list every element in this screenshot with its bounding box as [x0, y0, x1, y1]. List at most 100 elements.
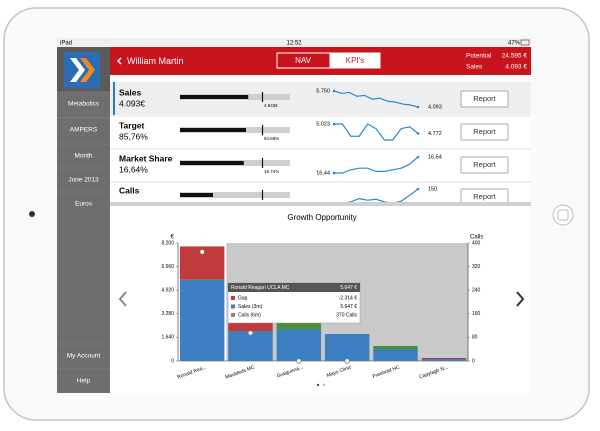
prev-arrow[interactable]: [118, 291, 127, 307]
chart-title: Growth Opportunity: [287, 213, 356, 222]
sidebar-item[interactable]: Metabolics: [68, 101, 100, 108]
kpi-label: Target: [119, 120, 145, 130]
y-tick-label: 6.560: [161, 264, 174, 270]
page-dot[interactable]: [322, 383, 326, 387]
home-icon: [557, 209, 569, 221]
spark-point: [416, 105, 420, 109]
y-tick-label: 3.280: [161, 311, 174, 317]
sidebar-item[interactable]: Help: [77, 378, 91, 385]
tab-label[interactable]: KPI's: [346, 56, 364, 65]
y2-axis-label: Calls: [470, 235, 483, 241]
report-button-label[interactable]: Report: [473, 192, 496, 201]
report-button[interactable]: [460, 123, 509, 141]
y-tick-label: 0: [171, 358, 174, 364]
progress-track: [180, 192, 290, 198]
report-button-label[interactable]: Report: [473, 94, 496, 103]
tooltip-row-label: Sales (3m): [238, 304, 263, 310]
kpi-label: Calls: [119, 185, 140, 195]
spark-end-label: 4.093: [428, 104, 442, 110]
sparkline: [334, 123, 419, 141]
tab-label[interactable]: NAV: [295, 56, 312, 65]
calls-marker[interactable]: [344, 358, 350, 364]
tooltip-swatch: [231, 296, 235, 300]
progress-fill: [180, 161, 244, 165]
calls-marker[interactable]: [247, 330, 254, 336]
report-button-label[interactable]: Report: [473, 127, 496, 136]
back-chevron[interactable]: [116, 57, 122, 65]
calls-marker[interactable]: [296, 358, 302, 364]
y-tick-label: 4.920: [161, 288, 174, 294]
spark-end-label: 4.772: [428, 131, 442, 137]
sidebar-item[interactable]: Month: [74, 153, 92, 160]
kpi-value: 4.093€: [119, 98, 145, 108]
bar-segment[interactable]: [373, 348, 418, 361]
sidebar-item[interactable]: June 2013: [68, 177, 99, 184]
device-name: iPad: [60, 41, 72, 47]
tooltip-swatch: [231, 304, 235, 309]
report-button[interactable]: [460, 188, 509, 205]
spark-point: [332, 89, 336, 93]
kpi-value: 16,64%: [119, 164, 148, 174]
y-tick-label: 8.200: [161, 240, 174, 246]
bar-segment[interactable]: [421, 357, 467, 359]
potential-value: 24.595 €: [502, 53, 528, 60]
home-button[interactable]: [552, 204, 574, 226]
clock: 12:52: [286, 41, 302, 47]
tooltip-row-value: 370 Calls: [336, 312, 357, 318]
spark-point: [416, 187, 420, 191]
spark-point: [416, 132, 420, 135]
report-button[interactable]: [460, 90, 509, 108]
tab-selected[interactable]: [329, 52, 381, 69]
status-bar: [57, 38, 531, 47]
sidebar-item[interactable]: Euros: [75, 201, 93, 208]
back-title[interactable]: William Martin: [127, 56, 184, 66]
bar-segment[interactable]: [373, 346, 418, 349]
report-button-label[interactable]: Report: [473, 160, 496, 169]
sidebar-item[interactable]: AMPERS: [70, 127, 98, 134]
progress-fill: [180, 193, 213, 197]
spark-point: [332, 122, 336, 126]
bar-segment[interactable]: [228, 330, 273, 361]
spark-end-label: 150: [428, 186, 437, 192]
spark-start-label: 16,44: [316, 170, 330, 176]
progress-fill: [180, 128, 246, 132]
tooltip-row-value: 5.647 €: [340, 304, 357, 310]
row-indicator: [113, 82, 115, 115]
next-arrow[interactable]: [516, 291, 525, 307]
bar-segment[interactable]: [228, 320, 273, 331]
kpi-value: 85,76%: [119, 131, 148, 141]
y2-tick-label: 400: [472, 240, 481, 246]
y-tick-label: 1.640: [161, 335, 174, 341]
sparkline: [334, 156, 419, 174]
spark-point: [416, 155, 420, 159]
battery: 47%: [508, 41, 521, 47]
bar-segment[interactable]: [324, 334, 370, 361]
sparkline: [333, 90, 419, 108]
tooltip-row-label: Gap: [238, 295, 248, 301]
potential-label: Potential: [466, 53, 492, 60]
progress-fill: [180, 95, 249, 99]
camera: [29, 211, 35, 217]
sparkline: [346, 188, 419, 202]
y-axis-label: €: [171, 235, 175, 241]
progress-label: 94.68%: [264, 136, 279, 141]
y2-tick-label: 240: [472, 288, 481, 294]
bar-segment[interactable]: [421, 358, 467, 361]
sidebar-item[interactable]: My Account: [67, 353, 101, 360]
bar-segment[interactable]: [179, 279, 225, 361]
sales-value: 4.093 €: [505, 64, 527, 71]
tooltip-title: Ronald Reagan UCLA MC: [231, 285, 290, 291]
calls-marker[interactable]: [199, 249, 205, 255]
page-dot[interactable]: [316, 383, 320, 387]
spark-point: [332, 171, 336, 175]
bar-segment[interactable]: [276, 321, 322, 329]
spark-start-label: 5.023: [316, 121, 330, 127]
spark-start-label: 5.750: [316, 88, 330, 94]
battery-icon: [520, 39, 530, 46]
report-button[interactable]: [460, 156, 509, 174]
tooltip-title-value: 5.647 €: [340, 285, 357, 291]
bar-segment[interactable]: [276, 328, 322, 361]
